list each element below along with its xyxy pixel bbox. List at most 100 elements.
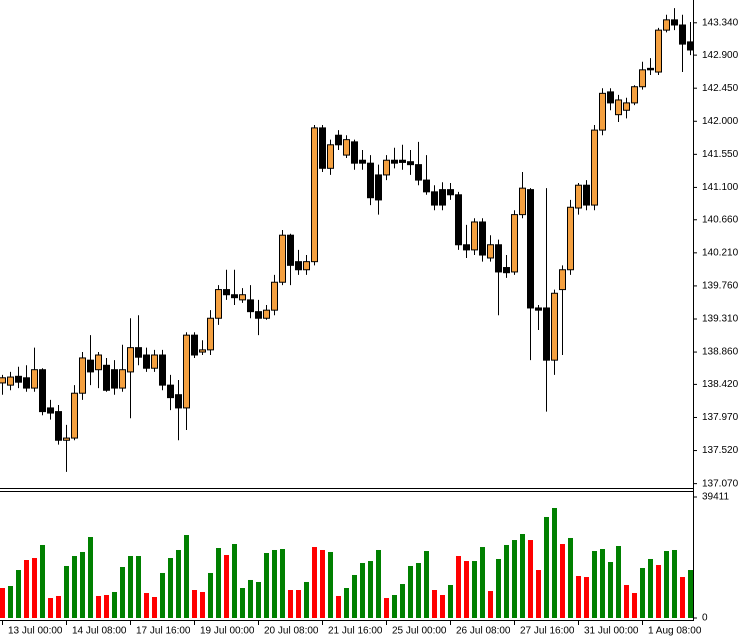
candle-body-down xyxy=(231,294,238,299)
candle-body-down xyxy=(319,127,326,169)
candle-body-up xyxy=(95,354,102,371)
candle-body-up xyxy=(63,437,70,441)
y-tick-label: 142.000 xyxy=(702,116,739,127)
candle-body-up xyxy=(119,369,126,389)
volume-bar xyxy=(512,540,517,618)
x-tick-label: 1 Aug 08:00 xyxy=(648,626,702,637)
volume-bar xyxy=(144,593,149,618)
candle-body-up xyxy=(519,187,526,216)
x-tick-label: 20 Jul 08:00 xyxy=(264,626,319,637)
candle-body-up xyxy=(599,92,606,131)
candle-body-up xyxy=(7,376,14,386)
candle-body-down xyxy=(159,354,166,386)
candle-body-down xyxy=(359,159,366,164)
y-tick-label: 138.860 xyxy=(702,347,739,358)
candle-body-up xyxy=(279,234,286,283)
candle-body-up xyxy=(655,29,662,73)
y-tick-label: 142.900 xyxy=(702,50,739,61)
candle-body-down xyxy=(367,162,374,199)
candle-body-down xyxy=(135,347,142,358)
volume-bar xyxy=(256,581,261,618)
volume-bar xyxy=(520,533,525,618)
x-tick-label: 13 Jul 00:00 xyxy=(8,626,63,637)
volume-bar xyxy=(440,595,445,618)
candle-body-up xyxy=(343,139,350,156)
volume-bar xyxy=(136,556,141,618)
candle-body-up xyxy=(383,159,390,176)
candle-body-up xyxy=(631,86,638,104)
volume-bar xyxy=(688,570,693,618)
candle-body-down xyxy=(375,174,382,201)
y-tick-label: 139.760 xyxy=(702,281,739,292)
candle-body-down xyxy=(583,184,590,206)
candle-body-down xyxy=(647,67,654,71)
volume-bar xyxy=(328,551,333,618)
candle-body-up xyxy=(263,309,270,319)
candle-body-down xyxy=(223,289,230,296)
candle-body-down xyxy=(39,369,46,413)
volume-bar xyxy=(576,575,581,618)
candle-body-up xyxy=(615,99,622,116)
x-tick-label: 25 Jul 00:00 xyxy=(392,626,447,637)
volume-bar xyxy=(656,565,661,618)
volume-bar xyxy=(64,565,69,618)
candle-body-down xyxy=(287,234,294,266)
volume-bar xyxy=(176,549,181,618)
candle-body-down xyxy=(535,307,542,311)
volume-bar xyxy=(88,537,93,618)
volume-bar xyxy=(448,584,453,618)
candle-body-down xyxy=(527,189,534,309)
volume-bar xyxy=(232,544,237,618)
candle-body-up xyxy=(31,369,38,389)
candle-body-up xyxy=(591,129,598,206)
volume-bar xyxy=(216,547,221,618)
volume-bar xyxy=(624,584,629,618)
volume-bar xyxy=(248,579,253,618)
candle-body-up xyxy=(215,289,222,319)
volume-bar xyxy=(648,558,653,618)
volume-bar xyxy=(640,567,645,618)
volume-bar xyxy=(32,558,37,618)
volume-bar xyxy=(168,558,173,618)
volume-bar xyxy=(40,544,45,618)
volume-bar xyxy=(408,565,413,618)
volume-bar xyxy=(48,598,53,618)
volume-bar xyxy=(592,551,597,618)
candle-body-up xyxy=(623,102,630,111)
volume-bar xyxy=(16,570,21,618)
candle-body-down xyxy=(455,194,462,246)
volume-bar xyxy=(584,577,589,618)
candle-body-up xyxy=(639,69,646,88)
volume-bar xyxy=(240,588,245,618)
candle-body-down xyxy=(431,191,438,206)
candle-body-down xyxy=(543,307,550,361)
volume-bar xyxy=(104,595,109,618)
candle-body-up xyxy=(199,349,206,353)
volume-bar xyxy=(552,507,557,618)
candle-body-down xyxy=(15,375,22,383)
x-tick-label: 17 Jul 16:00 xyxy=(136,626,191,637)
volume-bar xyxy=(392,595,397,618)
volume-bar xyxy=(320,549,325,618)
volume-bar xyxy=(360,563,365,618)
candle-body-up xyxy=(311,127,318,263)
y-tick-label: 140.660 xyxy=(702,214,739,225)
candle-body-down xyxy=(103,364,110,391)
volume-bar xyxy=(96,595,101,618)
candle-body-up xyxy=(551,292,558,361)
volume-bar xyxy=(616,546,621,618)
y-tick-label: 137.970 xyxy=(702,412,739,423)
candle-body-down xyxy=(55,411,62,441)
volume-bar xyxy=(536,570,541,618)
candle-body-down xyxy=(351,141,358,164)
candle-body-down xyxy=(463,244,470,251)
candle-body-down xyxy=(191,334,198,356)
candle-body-up xyxy=(151,354,158,369)
candle-body-up xyxy=(239,294,246,301)
candle-body-down xyxy=(479,221,486,256)
volume-bar xyxy=(272,549,277,618)
volume-bar xyxy=(560,544,565,618)
volume-bar xyxy=(112,591,117,618)
candle-body-down xyxy=(447,189,454,196)
volume-bar xyxy=(632,593,637,618)
